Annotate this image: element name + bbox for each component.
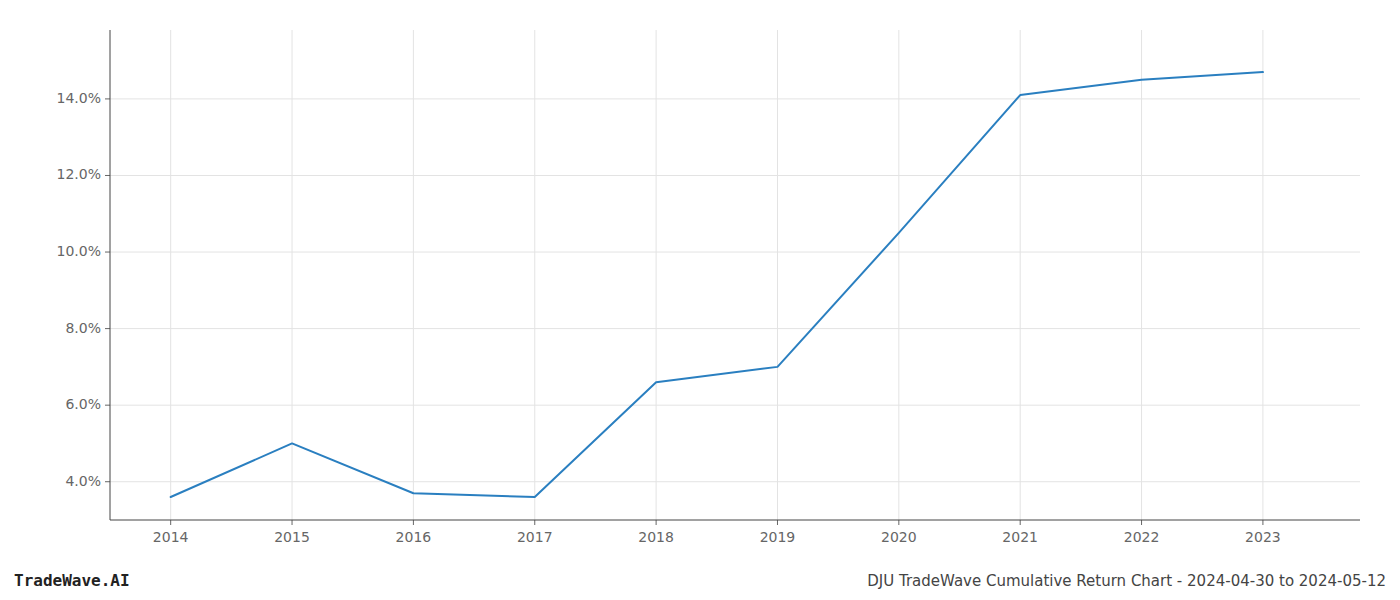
tick-label-x: 2016 [396,529,432,545]
grid-line-y [110,98,1360,99]
tick-y [105,328,110,329]
tick-label-x: 2017 [517,529,553,545]
tick-label-x: 2022 [1124,529,1160,545]
tick-y [105,481,110,482]
tick-x [898,520,899,525]
tick-x [1020,520,1021,525]
grid-line-x [170,30,171,520]
tick-label-y: 6.0% [65,396,101,412]
grid-line-y [110,481,1360,482]
tick-label-x: 2018 [638,529,674,545]
plot-area [171,72,1263,497]
grid-line-x [292,30,293,520]
tick-y [105,175,110,176]
tick-x [1141,520,1142,525]
watermark: TradeWave.AI [14,571,130,590]
tick-label-y: 14.0% [57,90,101,106]
grid-line-x [1141,30,1142,520]
tick-label-y: 8.0% [65,320,101,336]
title: DJU TradeWave Cumulative Return Chart - … [867,572,1386,590]
tick-y [105,405,110,406]
grid-line-x [534,30,535,520]
grid-line-x [777,30,778,520]
grid-line-x [413,30,414,520]
tick-x [292,520,293,525]
tick-y [105,98,110,99]
grid [110,30,1360,520]
grid-line-x [1020,30,1021,520]
axis-x [110,520,1360,521]
tick-x [534,520,535,525]
tick-label-y: 10.0% [57,243,101,259]
data-line [171,72,1263,497]
tick-x [1262,520,1263,525]
tick-label-x: 2023 [1245,529,1281,545]
grid-line-x [656,30,657,520]
tick-label-x: 2014 [153,529,189,545]
grid-line-x [898,30,899,520]
tick-label-y: 12.0% [57,166,101,182]
grid-line-y [110,252,1360,253]
background [0,0,1400,600]
tick-label-x: 2015 [274,529,310,545]
grid-line-y [110,328,1360,329]
tick-x [656,520,657,525]
tick-label-x: 2020 [881,529,917,545]
axis-y [110,30,111,520]
tick-label-y: 4.0% [65,473,101,489]
grid-line-y [110,175,1360,176]
axes: 4.0% 6.0% 8.0% 10.0% 12.0% 14.0% 2014 2015 2016 2… [57,30,1360,545]
tick-y [105,252,110,253]
grid-line-x [1262,30,1263,520]
chart-container: 4.0% 6.0% 8.0% 10.0% 12.0% 14.0% 2014 2015 2016 2… [0,0,1400,600]
tick-x [170,520,171,525]
tick-label-x: 2019 [760,529,796,545]
tick-x [413,520,414,525]
chart-svg: 4.0% 6.0% 8.0% 10.0% 12.0% 14.0% 2014 2015 2016 2… [0,0,1400,600]
grid-line-y [110,405,1360,406]
tick-x [777,520,778,525]
tick-label-x: 2021 [1002,529,1038,545]
